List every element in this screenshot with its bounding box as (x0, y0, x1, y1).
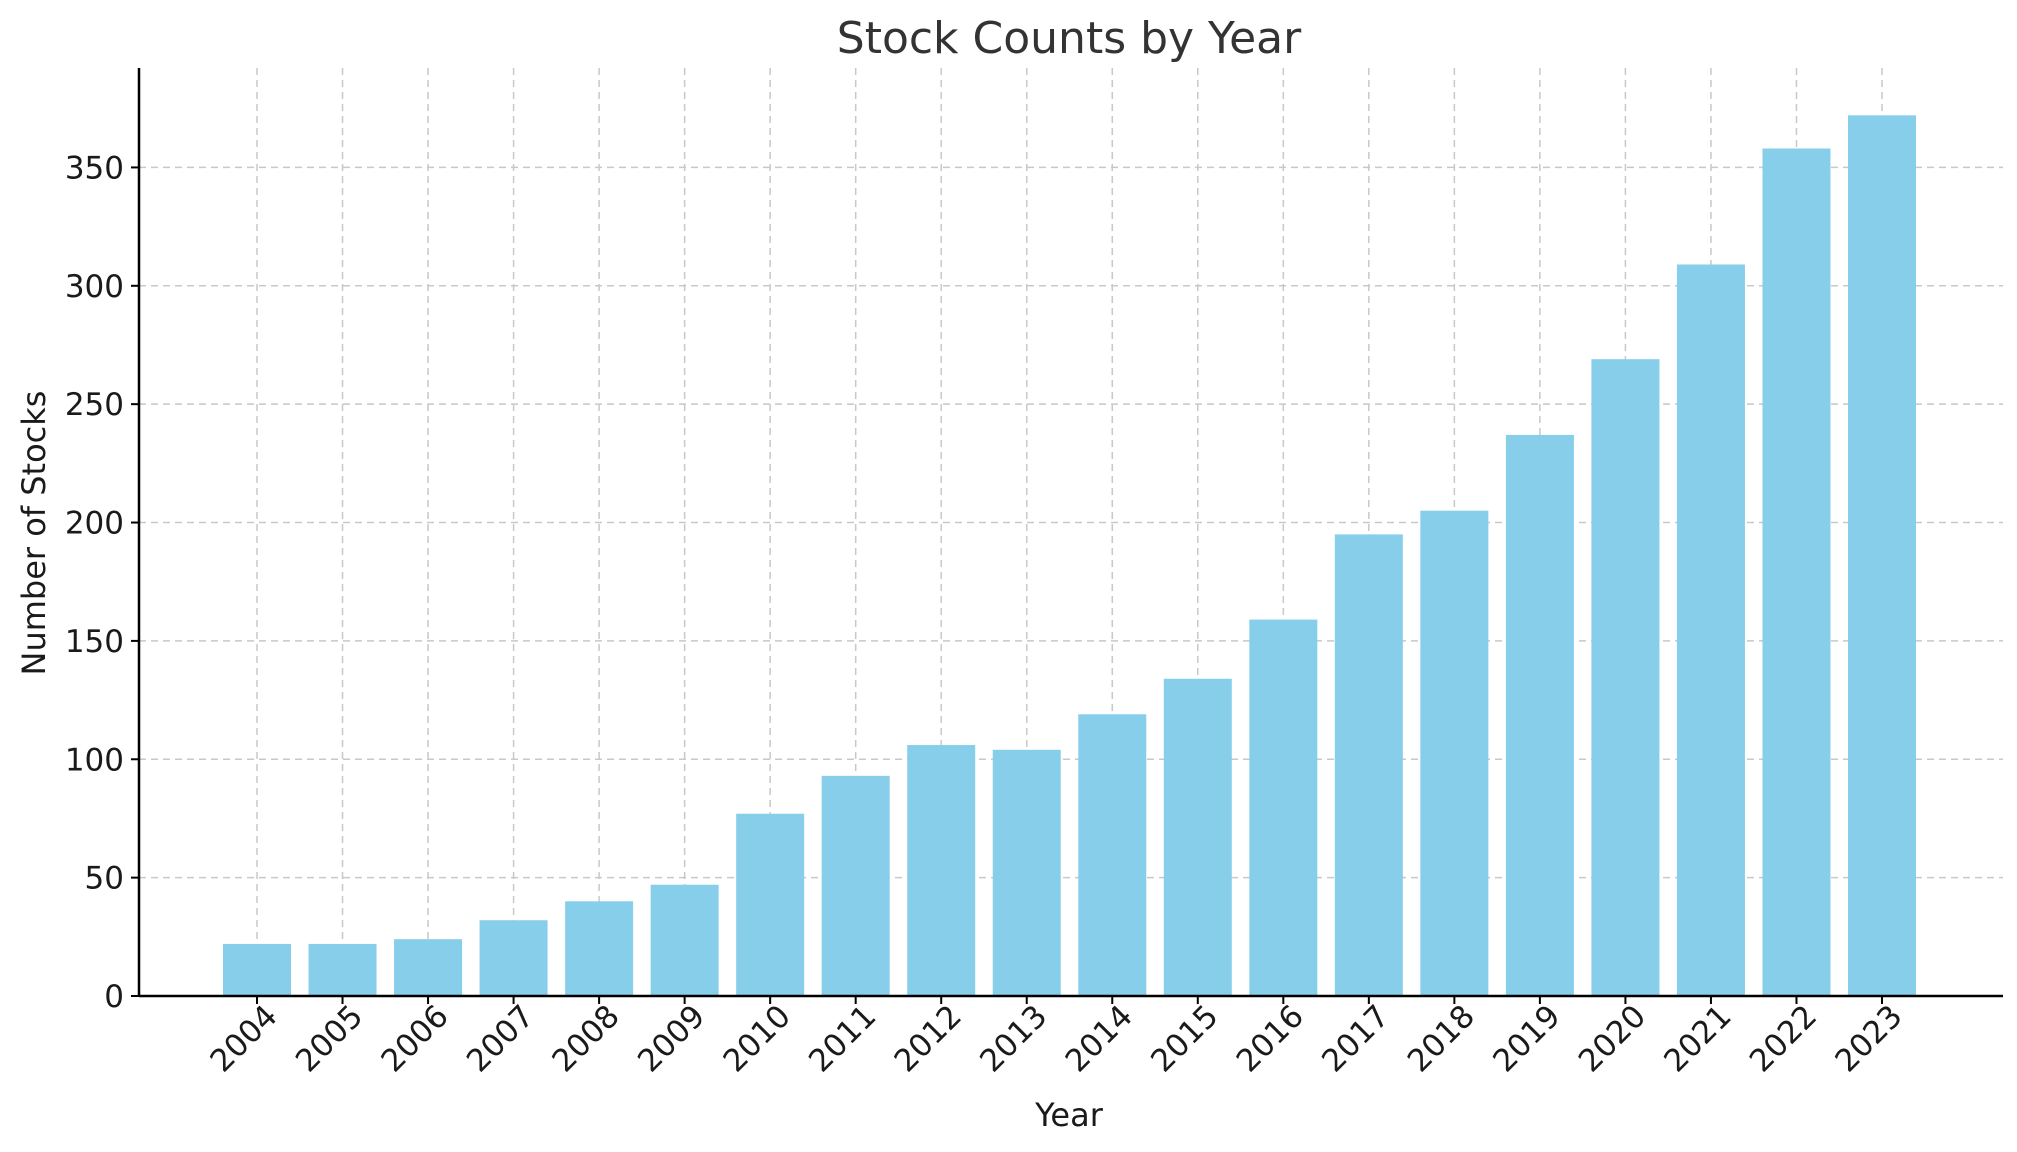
bar-2013 (992, 749, 1061, 996)
bar-2011 (821, 775, 890, 996)
bar-2007 (479, 920, 548, 996)
y-tick-label: 300 (65, 269, 124, 305)
bar-2006 (394, 939, 463, 996)
chart-title: Stock Counts by Year (837, 13, 1302, 64)
bar-2015 (1163, 678, 1232, 996)
axes (131, 68, 2003, 1004)
y-tick-label: 350 (65, 150, 124, 186)
y-tick-label: 100 (65, 742, 124, 778)
bar-2004 (223, 943, 291, 996)
bar-2020 (1591, 359, 1660, 996)
bar-2016 (1249, 619, 1318, 996)
bar-2022 (1762, 148, 1831, 996)
bar-2018 (1420, 510, 1489, 996)
bar-2012 (907, 745, 976, 996)
x-axis-label: Year (1034, 1096, 1104, 1134)
y-tick-label: 0 (104, 979, 124, 1015)
bar-2021 (1676, 264, 1745, 996)
bar-2008 (565, 901, 634, 996)
y-tick-label: 150 (65, 624, 124, 660)
bar-2010 (736, 813, 805, 996)
bar-2014 (1078, 714, 1147, 996)
y-axis-label: Number of Stocks (15, 391, 53, 676)
y-tick-label: 200 (65, 506, 124, 542)
bar-2009 (650, 884, 719, 996)
bar-2005 (308, 943, 377, 996)
y-tick-label: 250 (65, 387, 124, 423)
bars (223, 115, 1916, 997)
bar-2019 (1505, 434, 1574, 996)
bar-2023 (1848, 115, 1916, 997)
bar-2017 (1334, 534, 1403, 996)
y-tick-label: 50 (85, 861, 124, 897)
